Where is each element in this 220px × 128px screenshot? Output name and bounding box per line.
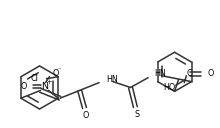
Text: HO: HO (163, 83, 176, 92)
Text: O: O (20, 82, 27, 91)
Text: O: O (52, 69, 59, 78)
Text: C: C (186, 69, 192, 78)
Text: O: O (82, 111, 89, 120)
Text: Cl: Cl (31, 74, 39, 83)
Text: N: N (41, 82, 48, 91)
Text: +: + (47, 79, 52, 85)
Text: ⁻: ⁻ (57, 67, 61, 73)
Text: S: S (135, 110, 140, 119)
Text: O: O (208, 69, 214, 78)
Text: HN: HN (154, 69, 166, 78)
Text: HN: HN (106, 75, 118, 84)
